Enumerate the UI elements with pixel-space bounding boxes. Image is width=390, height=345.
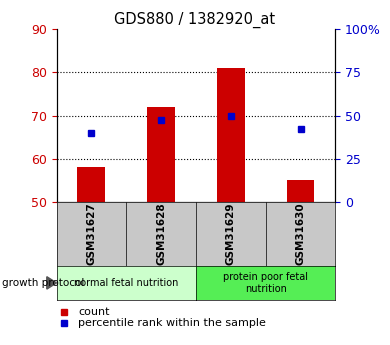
Text: GDS880 / 1382920_at: GDS880 / 1382920_at bbox=[114, 12, 276, 28]
Text: protein poor fetal
nutrition: protein poor fetal nutrition bbox=[223, 272, 308, 294]
Text: GSM31628: GSM31628 bbox=[156, 203, 166, 265]
Text: count: count bbox=[78, 307, 110, 317]
Text: GSM31627: GSM31627 bbox=[87, 203, 96, 265]
Text: percentile rank within the sample: percentile rank within the sample bbox=[78, 318, 266, 327]
Text: GSM31630: GSM31630 bbox=[296, 203, 305, 265]
Text: normal fetal nutrition: normal fetal nutrition bbox=[74, 278, 179, 288]
Bar bbox=[78, 167, 105, 202]
Bar bbox=[147, 107, 175, 202]
Text: GSM31629: GSM31629 bbox=[226, 203, 236, 265]
Text: growth protocol: growth protocol bbox=[2, 278, 84, 288]
Bar bbox=[287, 180, 314, 202]
Polygon shape bbox=[47, 277, 57, 289]
Bar bbox=[217, 68, 245, 202]
